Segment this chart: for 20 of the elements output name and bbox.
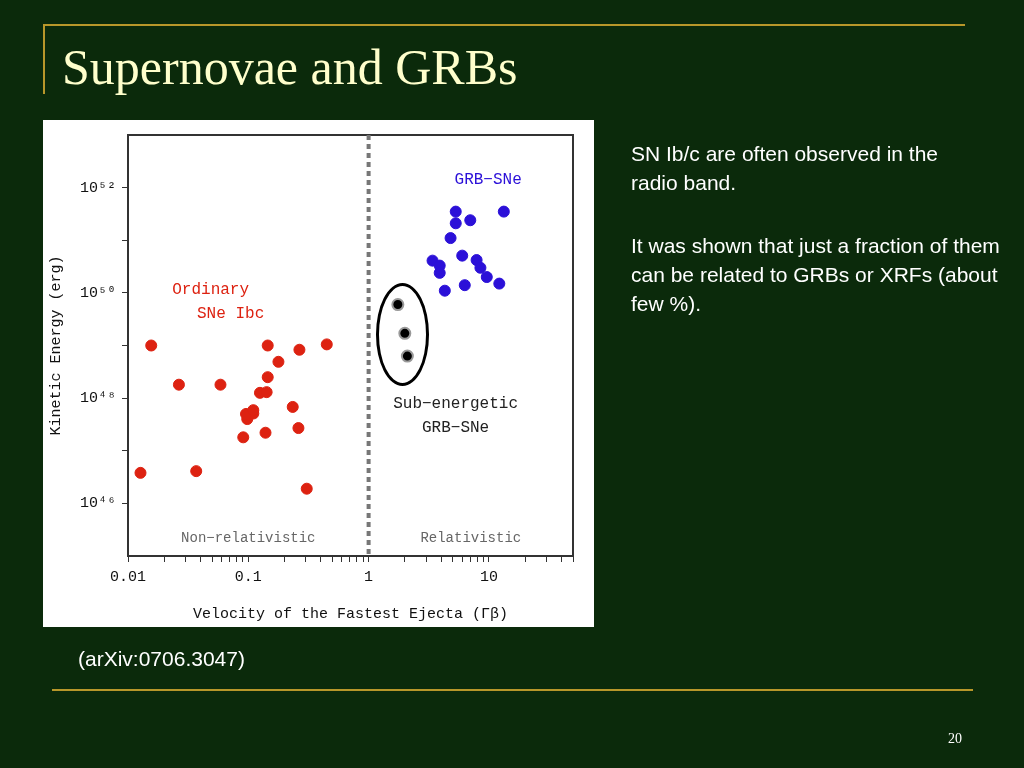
x-tick-label: 0.01: [109, 568, 147, 586]
series-label: GRB−SNe: [454, 170, 522, 189]
x-tick-label: 0.1: [234, 568, 262, 586]
chart-title: Supernovae and GRBs: [62, 38, 518, 96]
text: SN Ib/c are often observed in the radio band.: [631, 141, 939, 196]
text: Sub−energetic GRB−SNe: [393, 395, 519, 438]
y-tick-label: 10⁵²: [79, 179, 116, 197]
y-tick-label: 10⁵⁰: [79, 284, 116, 302]
annotation: Relativistic: [420, 530, 522, 546]
x-axis-title: Velocity of the Fastest Ejecta (Γβ): [192, 605, 509, 623]
series-label: Ordinary SNe Ibc: [172, 281, 265, 324]
x-tick-label: 10: [479, 568, 498, 586]
text: 20: [947, 730, 963, 748]
y-tick-label: 10⁴⁶: [79, 495, 116, 513]
text: (arXiv:0706.3047): [78, 646, 246, 672]
y-tick-label: 10⁴⁸: [79, 390, 116, 408]
x-tick-label: 1: [364, 568, 374, 586]
y-axis-title: Kinetic Energy (erg): [47, 255, 65, 436]
annotation: Non−relativistic: [181, 530, 316, 546]
text: It was shown that just a fraction of them can be related to GRBs or XRFs (about few %).: [631, 233, 1001, 317]
